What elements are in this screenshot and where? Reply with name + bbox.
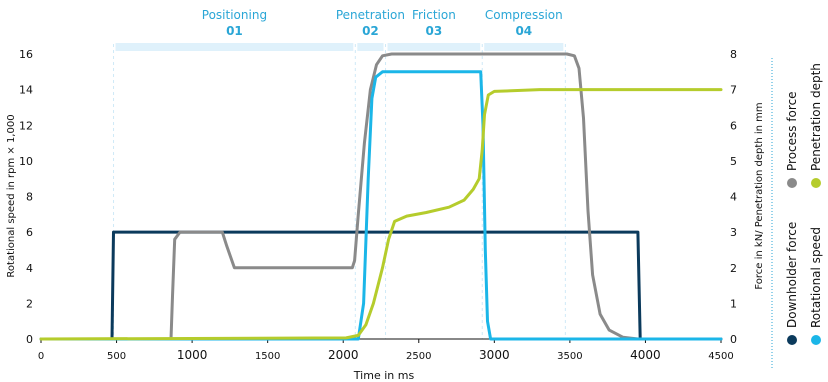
phase-name-label: Positioning: [202, 8, 267, 22]
y-left-tick-label: 12: [19, 119, 33, 132]
phase-number-label: 02: [362, 24, 379, 38]
axes: 0 500 1000 1500 2000 2500 3000 3500 4000 4500 0 2 4 6…: [19, 48, 737, 362]
legend: Downholder force Process force Rotational …: [772, 58, 823, 370]
y-left-tick-label: 6: [26, 226, 33, 239]
x-tick-label: 4000: [630, 348, 661, 362]
legend-marker-rotational-speed: [811, 335, 821, 345]
y-right-tick-label: 6: [730, 119, 737, 132]
phase-name-label: Compression: [485, 8, 563, 22]
series-line-penetration-depth: [41, 90, 721, 339]
y-right-tick-label: 5: [730, 155, 737, 168]
legend-label-downholder-force: Downholder force: [785, 222, 799, 328]
y-left-tick-label: 4: [26, 262, 33, 275]
legend-label-process-force: Process force: [785, 91, 799, 171]
legend-label-rotational-speed: Rotational speed: [809, 227, 823, 328]
x-tick-label: 3000: [479, 348, 510, 362]
phase-number-label: 01: [226, 24, 243, 38]
phase-number-label: 04: [515, 24, 532, 38]
y-right-tick-label: 7: [730, 84, 737, 97]
x-tick-label: 1000: [177, 348, 208, 362]
y-axis-right-label: Force in kN/ Penetration depth in mm: [754, 102, 765, 289]
x-tick-label: 2500: [406, 351, 431, 362]
y-right-tick-label: 3: [730, 226, 737, 239]
x-tick-label: 3500: [557, 351, 582, 362]
y-right-tick-label: 8: [730, 48, 737, 61]
x-tick-label: 1500: [255, 351, 280, 362]
phase-guides: [114, 44, 566, 339]
y-right-tick-label: 1: [730, 297, 737, 310]
phase-bar: [357, 43, 383, 51]
y-left-tick-label: 2: [26, 297, 33, 310]
series-lines: [41, 54, 721, 339]
x-tick-label: 0: [38, 351, 44, 362]
y-left-tick-label: 14: [19, 84, 33, 97]
legend-marker-process-force: [787, 178, 797, 188]
legend-marker-downholder-force: [787, 335, 797, 345]
x-tick-label: 4500: [708, 351, 733, 362]
phase-headers: Positioning 01 Penetration 02 Friction 03 Comp…: [116, 8, 564, 51]
x-tick-label: 500: [107, 351, 126, 362]
y-left-tick-label: 0: [26, 333, 33, 346]
y-right-tick-label: 2: [730, 262, 737, 275]
x-axis-label: Time in ms: [353, 369, 415, 382]
x-tick-label: 2000: [328, 348, 359, 362]
series-line-downholder-force: [41, 232, 721, 339]
series-line-rotational-speed: [41, 72, 721, 339]
legend-marker-penetration-depth: [811, 178, 821, 188]
legend-label-penetration-depth: Penetration depth: [809, 63, 823, 171]
phase-bar: [388, 43, 481, 51]
y-left-tick-label: 8: [26, 191, 33, 204]
phase-number-label: 03: [426, 24, 443, 38]
y-axis-left-label: Rotational speed in rpm × 1,000: [6, 114, 17, 277]
phase-bar: [484, 43, 563, 51]
y-right-tick-label: 0: [730, 333, 737, 346]
phase-bar: [116, 43, 354, 51]
phase-name-label: Penetration: [336, 8, 405, 22]
series-line-process-force: [41, 54, 721, 339]
y-left-tick-label: 16: [19, 48, 33, 61]
y-left-tick-label: 10: [19, 155, 33, 168]
phase-name-label: Friction: [412, 8, 456, 22]
y-right-tick-label: 4: [730, 191, 737, 204]
